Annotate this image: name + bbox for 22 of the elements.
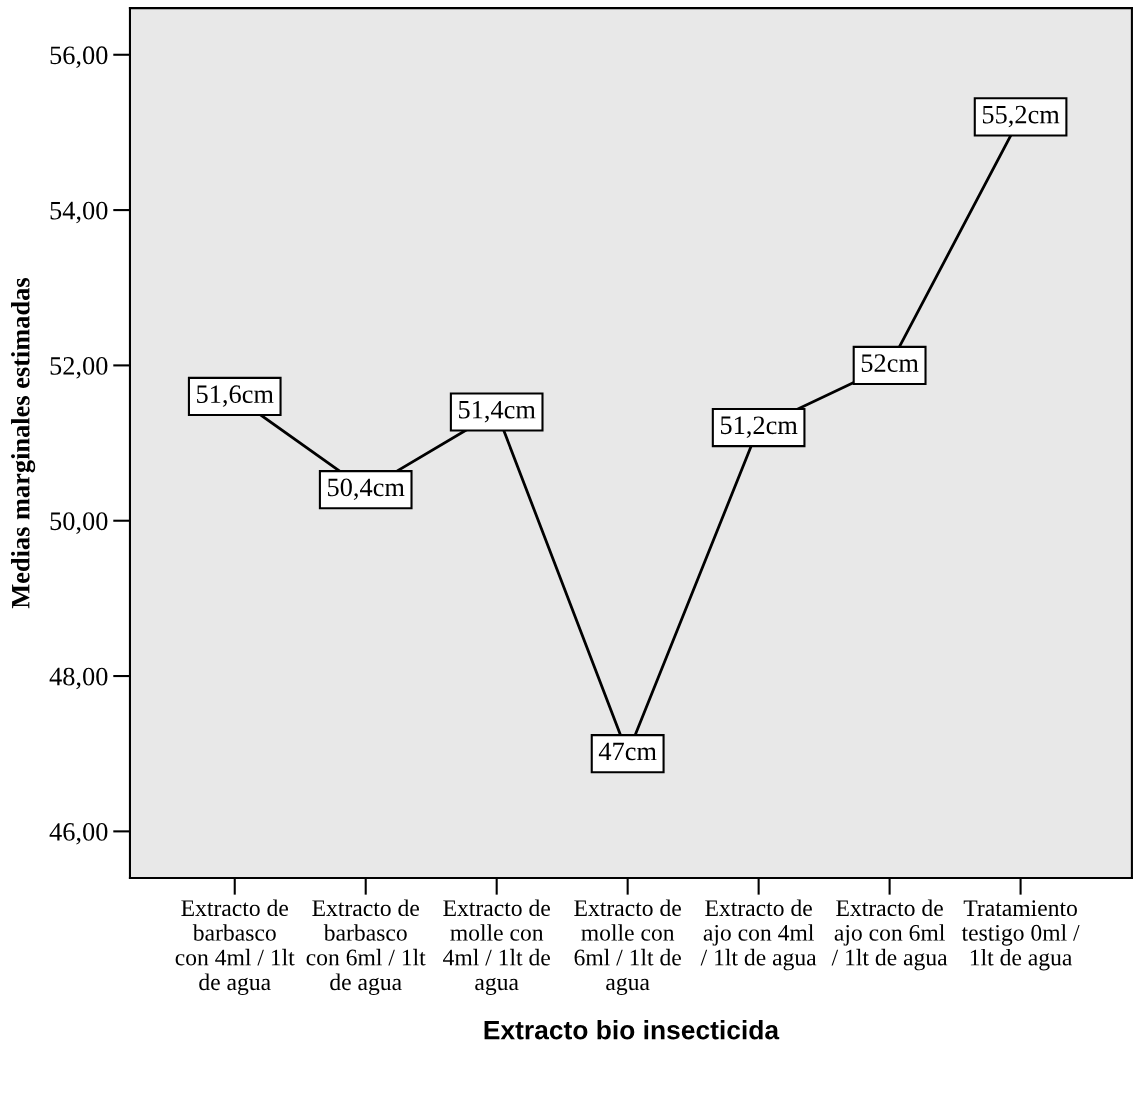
y-tick-label: 50,00 — [50, 512, 108, 534]
y-tick-label: 46,00 — [49, 822, 108, 845]
x-tick-label: Extracto de ajo con 4ml / 1lt de agua — [700, 899, 817, 971]
y-axis-title: Medias marginales estimadas — [11, 278, 36, 609]
data-label: 50,4cm — [328, 478, 405, 501]
x-axis-title: Extracto bio insecticida — [484, 1020, 780, 1040]
y-tick-label: 48,00 — [49, 667, 108, 690]
data-label: 51,4cm — [459, 400, 536, 423]
data-label: 51,6cm — [197, 385, 274, 407]
x-tick-label: Extracto de molle con 4ml / 1lt de agua — [443, 899, 550, 996]
data-label: 55,2cm — [982, 105, 1060, 128]
data-label: 47cm — [598, 742, 657, 761]
y-tick-label: 54,00 — [50, 201, 108, 224]
x-tick-label: Extracto de molle con 6ml / 1lt de agua — [574, 899, 681, 996]
y-tick-label: 52,00 — [50, 357, 108, 379]
y-tick-label: 56,00 — [50, 46, 108, 68]
data-label: 51,2cm — [720, 416, 798, 438]
x-tick-label: Extracto de barbasco con 4ml / 1lt de agua — [175, 899, 295, 996]
x-tick-label: Tratamiento testigo 0ml / 1lt de agua — [961, 900, 1080, 971]
data-label: 52cm — [861, 354, 919, 373]
x-tick-label: Extracto de ajo con 6ml / 1lt de agua — [831, 899, 948, 971]
x-tick-label: Extracto de barbasco con 6ml / 1lt de agua — [306, 899, 426, 996]
